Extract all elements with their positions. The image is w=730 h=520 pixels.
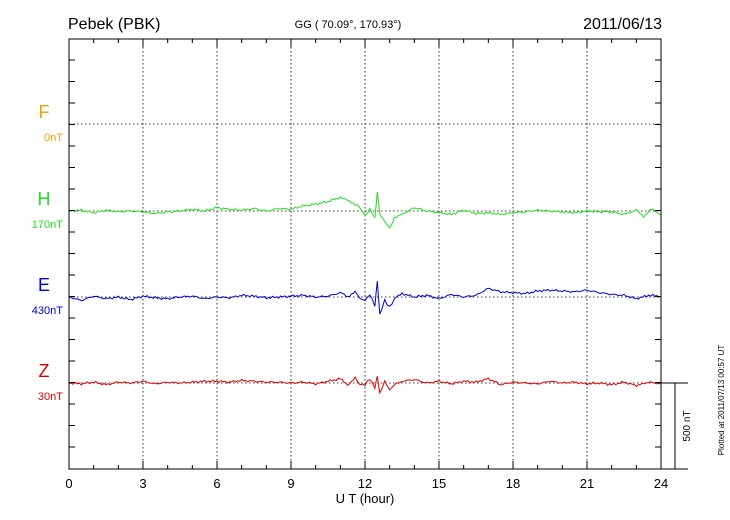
series-offset-label: 170nT (32, 219, 63, 231)
x-tick-label: 0 (65, 476, 72, 491)
series-name-label: H (38, 189, 51, 209)
x-axis-label: U T (hour) (336, 491, 395, 506)
series-offset-label: 30nT (38, 391, 63, 403)
series-offset-label: 430nT (32, 305, 63, 317)
series-name-label: E (38, 275, 50, 295)
x-tick-label: 9 (287, 476, 294, 491)
x-tick-labels: 0 3 6 9 12 15 18 21 24 (65, 476, 668, 491)
grid-lines (142, 39, 588, 469)
chart-date: 2011/06/13 (583, 16, 662, 33)
x-tick-label: 24 (654, 476, 668, 491)
x-tick-label: 3 (139, 476, 146, 491)
station-coordinates: GG ( 70.09°, 170.93°) (295, 19, 402, 31)
series-name-label: F (39, 102, 50, 122)
series-offset-label: 0nT (44, 132, 63, 144)
series-labels: F 0nT H 170nT E 430nT Z 30nT (32, 102, 63, 403)
axis-ticks (68, 39, 662, 469)
scale-bar: 500 nT (661, 382, 693, 470)
station-title: Pebek (PBK) (68, 16, 160, 33)
x-tick-label: 6 (213, 476, 220, 491)
plotted-timestamp: Plotted at 2011/07/13 00:57 UT (717, 345, 726, 456)
series-traces (68, 192, 662, 395)
x-tick-label: 12 (358, 476, 372, 491)
x-tick-label: 21 (580, 476, 594, 491)
series-line-Z (68, 376, 662, 395)
scale-bar-label: 500 nT (682, 410, 693, 441)
x-tick-label: 15 (432, 476, 446, 491)
series-line-H (68, 192, 662, 229)
series-line-E (68, 281, 662, 315)
x-tick-label: 18 (506, 476, 520, 491)
series-name-label: Z (39, 361, 50, 381)
